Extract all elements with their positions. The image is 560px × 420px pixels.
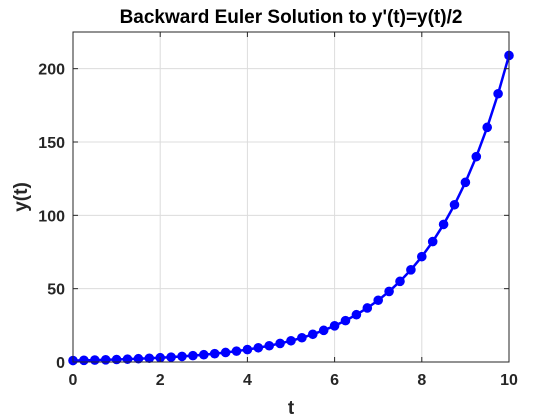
data-point: [308, 329, 318, 340]
data-point: [209, 348, 220, 359]
data-point: [351, 309, 362, 320]
data-point: [111, 354, 122, 365]
data-point: [188, 350, 198, 361]
data-point: [79, 355, 89, 366]
data-point: [373, 295, 384, 306]
data-point: [417, 251, 427, 262]
data-point: [318, 325, 329, 336]
y-tick-label: 200: [38, 62, 65, 79]
x-tick-label: 8: [417, 372, 426, 389]
axes-box: [72, 31, 510, 363]
y-tick-label: 100: [38, 208, 65, 225]
data-point: [384, 286, 394, 297]
grid-lines: [72, 32, 510, 363]
data-point: [90, 355, 100, 365]
data-point: [427, 236, 438, 247]
y-tick-label: 50: [47, 282, 65, 299]
chart-title: Backward Euler Solution to y'(t)=y(t)/2: [120, 7, 463, 28]
x-tick-label: 2: [156, 372, 165, 389]
data-point: [220, 347, 231, 358]
data-point: [199, 349, 209, 360]
data-point: [395, 276, 405, 287]
y-axis-label: y(t): [11, 182, 32, 212]
data-point: [471, 151, 482, 162]
data-point: [275, 338, 285, 349]
data-point: [264, 340, 275, 351]
data-point: [449, 199, 460, 210]
x-axis-ticks: 0 2 4 6 8 10: [69, 32, 518, 389]
y-axis-ticks: 0 50 100 150 200: [38, 62, 509, 372]
y-tick-label: 0: [56, 355, 65, 372]
data-point: [362, 303, 373, 313]
x-tick-label: 4: [243, 372, 252, 389]
plot-area: [73, 32, 509, 362]
x-tick-label: 6: [330, 372, 339, 389]
data-point: [177, 351, 187, 362]
data-point: [438, 219, 449, 230]
data-point: [166, 352, 176, 362]
data-point: [493, 88, 503, 99]
data-point: [406, 265, 416, 275]
data-point: [253, 342, 264, 353]
x-tick-label: 0: [69, 372, 78, 389]
data-point: [144, 353, 155, 364]
data-point: [460, 177, 471, 188]
data-point: [286, 335, 296, 346]
data-point: [482, 122, 493, 133]
data-point: [100, 355, 111, 365]
data-point: [133, 353, 144, 364]
data-point: [340, 315, 351, 326]
x-axis-label: t: [288, 398, 295, 419]
data-point: [122, 354, 133, 364]
data-point: [329, 321, 340, 331]
data-point: [242, 344, 253, 355]
data-point: [297, 332, 307, 343]
data-point: [231, 346, 242, 356]
y-tick-label: 150: [38, 135, 65, 152]
x-tick-label: 10: [500, 372, 518, 389]
